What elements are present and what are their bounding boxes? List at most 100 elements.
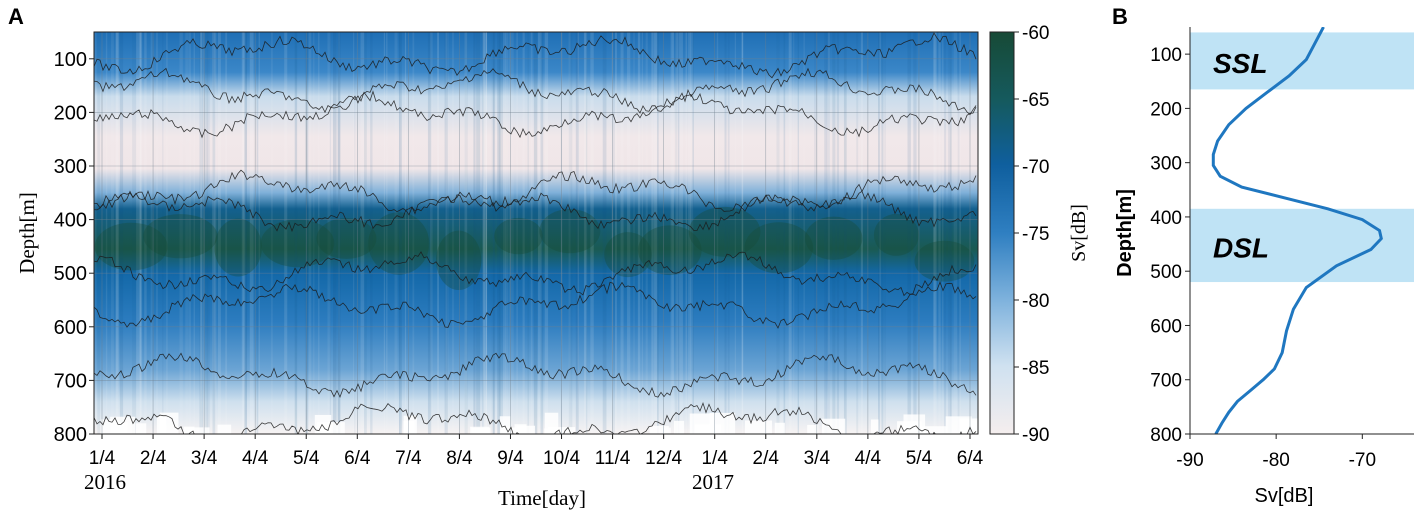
heatmap-streak [332, 32, 337, 434]
heatmap-gap [744, 420, 772, 434]
heatmap-dsl-patch [436, 230, 482, 290]
heatmap-contour-line [94, 190, 977, 233]
heatmap-gap [959, 418, 978, 434]
heatmap-x-tick-label: 7/4 [395, 448, 422, 469]
heatmap-streak [813, 32, 817, 434]
heatmap-dsl-patch [744, 222, 813, 274]
colorbar [989, 31, 1015, 435]
heatmap-contour-line [94, 32, 977, 79]
heatmap-x-tick-label: 8/4 [446, 448, 473, 469]
heatmap-streak [944, 32, 947, 434]
profile-y-tick-label: 200 [1150, 99, 1182, 120]
profile-y-tick-label: 600 [1150, 316, 1182, 337]
heatmap-streak [491, 32, 495, 434]
heatmap-dsl-patch [494, 217, 543, 255]
colorbar-tick-label: -90 [1022, 425, 1049, 446]
heatmap-streak [338, 32, 341, 434]
heatmap-streak [602, 32, 607, 434]
heatmap-streak [144, 32, 147, 434]
heatmap-streak [199, 32, 203, 434]
heatmap-streak [493, 32, 496, 434]
heatmap-streak [689, 32, 694, 434]
heatmap-x-tick-label: 2/4 [140, 448, 167, 469]
heatmap-dsl-patch [214, 218, 262, 277]
heatmap-streak [214, 32, 217, 434]
heatmap-streak [166, 32, 168, 434]
profile-y-tick-label: 800 [1150, 425, 1182, 446]
heatmap-streak [843, 32, 847, 434]
panel-b-label: B [1112, 4, 1128, 29]
heatmap-streak [139, 32, 142, 434]
heatmap-area [94, 32, 978, 434]
heatmap-y-ticks: 100 200 300 400 500 600 700 800 [54, 49, 94, 446]
profile-y-tick-label: 100 [1150, 45, 1182, 66]
heatmap-streak [832, 32, 836, 434]
heatmap-y-tick-label: 500 [54, 263, 87, 285]
colorbar-tick-label: -75 [1022, 224, 1049, 245]
heatmap-streak [575, 32, 579, 434]
heatmap-streak [826, 32, 830, 434]
heatmap-y-tick-label: 700 [54, 370, 87, 392]
heatmap-streak [318, 32, 320, 434]
heatmap-streak [797, 32, 799, 434]
heatmap-background [94, 32, 978, 434]
heatmap-streak [383, 32, 386, 434]
heatmap-dsl-patch [873, 213, 919, 256]
heatmap-streak [284, 32, 288, 434]
heatmap-streak [412, 32, 415, 434]
heatmap-gap [821, 418, 846, 434]
heatmap-streak [836, 32, 840, 434]
heatmap-streak [94, 32, 97, 434]
heatmap-streak [620, 32, 624, 434]
heatmap-streak [577, 32, 580, 434]
heatmap-streak [497, 32, 501, 434]
heatmap-streak [115, 32, 119, 434]
heatmap-streak [741, 32, 744, 434]
heatmap-streak [156, 32, 158, 434]
heatmap-streak [675, 32, 678, 434]
heatmap-streak [949, 32, 952, 434]
profile-x-ticks: -90 -80 -70 [1176, 434, 1376, 471]
heatmap-y-tick-label: 200 [54, 102, 87, 124]
profile-x-tick-label: -80 [1262, 450, 1289, 471]
colorbar-ticks: -60 -65 -70 -75 -80 -85 -90 [1014, 23, 1049, 446]
heatmap-streak [533, 32, 538, 434]
heatmap-gap [156, 416, 167, 434]
heatmap-contour-line [94, 90, 977, 139]
profile-x-axis-label: Sv[dB] [1255, 485, 1314, 507]
heatmap-streak [354, 32, 356, 434]
heatmap-streak [399, 32, 401, 434]
heatmap-streak [641, 32, 643, 434]
heatmap-gap [649, 425, 669, 434]
heatmap-streak [338, 32, 340, 434]
heatmap-gap [807, 424, 819, 434]
heatmap-streak [363, 32, 367, 434]
heatmap-streak [585, 32, 588, 434]
heatmap-streak [115, 32, 119, 434]
heatmap-streak [612, 32, 615, 434]
heatmap-contour-line [94, 352, 977, 399]
heatmap-streak [881, 32, 884, 434]
heatmap-streak [212, 32, 216, 434]
heatmap-streak [445, 32, 447, 434]
heatmap-streak [139, 32, 143, 434]
heatmap-streak [337, 32, 341, 434]
heatmap-streak [510, 32, 514, 434]
heatmap-streak [244, 32, 247, 434]
heatmap-year-2017: 2017 [692, 470, 734, 494]
heatmap-streak [741, 32, 744, 434]
heatmap-gap [516, 425, 536, 434]
heatmap-streak [947, 32, 952, 434]
heatmap-streak [877, 32, 881, 434]
heatmap-x-tick-label: 3/4 [191, 448, 218, 469]
heatmap-streak [437, 32, 440, 434]
heatmap-streak [482, 32, 486, 434]
heatmap-dsl-patch [260, 219, 335, 268]
heatmap-dsl-patch [804, 216, 863, 260]
heatmap-streak [824, 32, 827, 434]
heatmap-x-tick-label: 5/4 [293, 448, 320, 469]
heatmap-x-tick-label: 9/4 [497, 448, 524, 469]
heatmap-gap [920, 426, 947, 434]
heatmap-dsl-patch [637, 225, 702, 276]
heatmap-streak [540, 32, 544, 434]
